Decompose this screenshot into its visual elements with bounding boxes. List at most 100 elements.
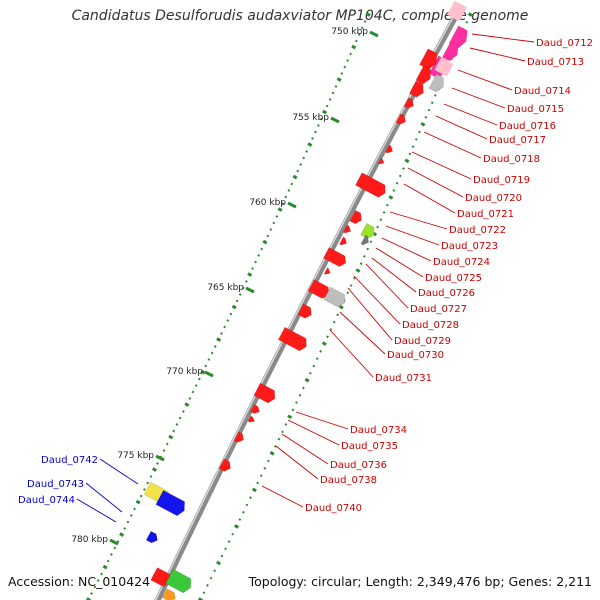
leader-right [261, 485, 304, 508]
gc-dot [312, 364, 316, 368]
scale-label: 775 kbp [117, 451, 154, 461]
gene-0740 [218, 458, 231, 472]
gc-dot [465, 20, 469, 24]
leader-right [347, 287, 393, 341]
gene-label-left: Daud_0744 [18, 495, 75, 506]
scale-label: 765 kbp [207, 283, 244, 293]
gc-dot [241, 286, 245, 290]
gene-label-right: Daud_0718 [483, 154, 540, 165]
gc-dot [266, 234, 270, 238]
map-title: Candidatus Desulforudis audaxviator MP10… [71, 8, 529, 24]
gc-dot [213, 569, 217, 573]
leader-right [451, 87, 506, 109]
gc-dot [226, 319, 230, 322]
gene-label-right: Daud_0720 [465, 193, 522, 204]
gc-dot [363, 254, 366, 258]
scale-tick [369, 30, 379, 38]
gc-dot [346, 291, 350, 295]
gc-dot [402, 167, 405, 170]
gene-pale-1 [447, 0, 467, 22]
leader-right [411, 151, 472, 180]
leader-right [281, 433, 329, 465]
gene-0726-shape [343, 224, 352, 234]
label-leader-lines [76, 33, 535, 523]
leader-right [403, 183, 456, 214]
gc-dot [238, 293, 242, 296]
leader-right [275, 445, 319, 480]
gc-dot [231, 532, 235, 536]
gc-dot [319, 117, 323, 121]
gc-dot [235, 299, 239, 303]
gene-0719 [395, 113, 406, 125]
gc-dot [379, 218, 383, 222]
scale-label: 780 kbp [71, 535, 108, 545]
gene-0728 [323, 247, 347, 267]
gene-0715-shape [428, 73, 444, 93]
leader-left [85, 482, 123, 513]
gene-0716-shape [415, 65, 431, 85]
gc-dot [311, 137, 314, 140]
gene-0746 [165, 568, 192, 594]
gc-dot [395, 181, 399, 185]
gc-dot [90, 592, 93, 595]
gc-dot [227, 540, 231, 543]
gene-label-right: Daud_0712 [536, 38, 593, 49]
topology-text: Topology: circular; Length: 2,349,476 bp… [248, 574, 592, 589]
gc-dot [467, 12, 473, 17]
gc-dot [184, 402, 190, 407]
gc-dot [275, 215, 279, 218]
gc-dot [106, 559, 110, 563]
leader-right [365, 263, 409, 309]
gc-dot [139, 494, 143, 498]
gc-dot [242, 510, 245, 514]
gc-dot [359, 262, 363, 265]
gc-dot [110, 553, 113, 556]
leader-right [423, 131, 482, 159]
gene-0724-shape [360, 223, 375, 240]
gc-dot [175, 423, 179, 426]
gene-0732 [297, 303, 312, 319]
gc-dot [284, 195, 288, 199]
gc-dot [277, 207, 283, 212]
gc-dot [328, 98, 332, 101]
gene-label-right: Daud_0728 [402, 320, 459, 331]
gc-dot [308, 371, 312, 375]
gc-dot [207, 358, 211, 361]
scale-label: 755 kbp [292, 113, 329, 123]
gc-dot [231, 304, 237, 310]
gc-dot [427, 108, 431, 112]
gc-dot [331, 91, 335, 95]
gc-dot [254, 260, 257, 264]
gc-dot [259, 474, 263, 478]
gc-dot [216, 560, 222, 566]
gene-0746-shape [165, 568, 192, 594]
gene-label-right: Daud_0719 [473, 175, 530, 186]
gc-dot [156, 462, 159, 465]
gc-dot [424, 116, 428, 119]
gc-dot [284, 423, 288, 426]
gc-dot [307, 142, 313, 147]
gc-dot [149, 475, 153, 478]
gc-dot [277, 437, 281, 441]
gc-dot [263, 467, 267, 470]
gc-dot [96, 579, 100, 582]
gc-dot [411, 145, 415, 148]
scale-tick [330, 116, 340, 124]
gc-dot [224, 547, 227, 551]
gene-0721-shape [377, 157, 385, 165]
gc-dot [366, 247, 370, 251]
gene-label-right: Daud_0735 [341, 441, 398, 452]
gc-dot [351, 44, 357, 50]
gc-dot [274, 445, 277, 448]
gene-label-right: Daud_0726 [418, 288, 475, 299]
gc-dot [213, 345, 217, 348]
gc-dot [178, 416, 182, 420]
gc-dot [165, 442, 169, 446]
gene-0720 [385, 144, 394, 154]
gc-dot [357, 33, 361, 36]
gc-dot [182, 410, 185, 413]
gc-dot [194, 384, 198, 387]
gene-track [143, 0, 468, 600]
gc-dot [100, 572, 103, 576]
